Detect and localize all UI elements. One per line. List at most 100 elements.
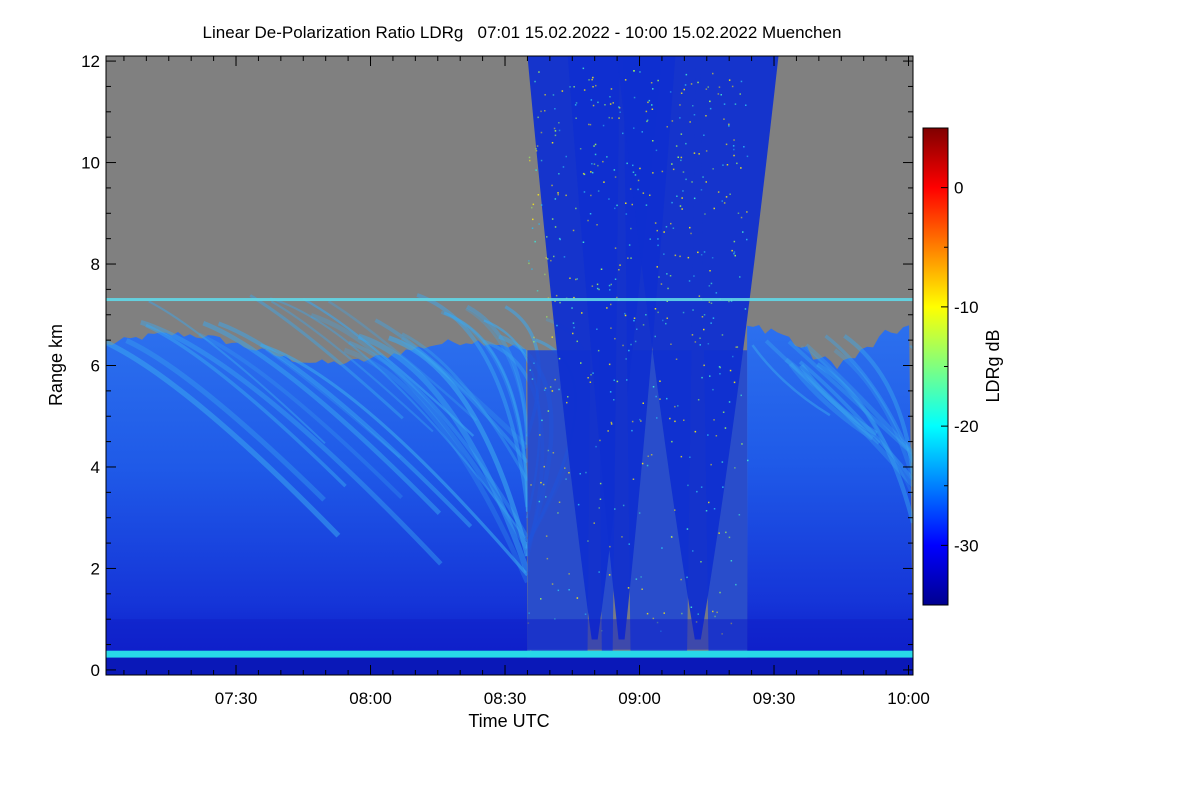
noise-speckle: [722, 164, 724, 166]
noise-speckle: [657, 79, 659, 82]
noise-speckle: [611, 117, 613, 119]
noise-speckle: [651, 108, 654, 110]
noise-speckle: [700, 189, 703, 191]
noise-speckle: [531, 227, 534, 229]
noise-speckle: [663, 253, 665, 255]
noise-speckle: [693, 152, 696, 154]
noise-speckle: [729, 193, 731, 195]
noise-speckle: [733, 139, 735, 141]
noise-speckle: [690, 606, 693, 608]
noise-speckle: [646, 612, 649, 615]
noise-speckle: [689, 456, 691, 458]
noise-speckle: [682, 190, 684, 192]
noise-speckle: [528, 612, 530, 614]
noise-speckle: [728, 300, 730, 303]
plot-area: [106, 56, 913, 675]
noise-speckle: [551, 583, 554, 585]
noise-speckle: [740, 216, 743, 219]
noise-speckle: [660, 283, 663, 285]
noise-speckle: [683, 88, 685, 91]
noise-speckle: [652, 386, 655, 388]
noise-speckle: [572, 322, 575, 324]
fall-streak: [804, 343, 913, 456]
noise-speckle: [667, 287, 669, 290]
noise-speckle: [602, 160, 604, 163]
fall-streak: [833, 348, 913, 480]
noise-speckle: [554, 134, 557, 137]
fall-streak: [843, 334, 913, 475]
noise-speckle: [718, 86, 721, 88]
noise-speckle: [662, 319, 664, 322]
noise-speckle: [540, 110, 542, 113]
noise-speckle: [742, 231, 744, 233]
fall-streak: [249, 294, 404, 420]
noise-speckle: [612, 102, 614, 104]
noise-speckle: [547, 410, 550, 412]
noise-speckle: [610, 303, 612, 306]
noise-speckle: [613, 399, 615, 401]
noise-speckle: [654, 335, 656, 338]
fall-streak: [302, 297, 475, 437]
noise-speckle: [627, 587, 630, 589]
noise-speckle: [591, 285, 594, 287]
noise-speckle: [544, 94, 546, 96]
noise-speckle: [712, 388, 714, 391]
noise-speckle: [708, 301, 711, 303]
noise-speckle: [614, 508, 616, 510]
noise-speckle: [598, 288, 600, 291]
fall-streak: [357, 333, 531, 574]
noise-speckle: [710, 302, 713, 304]
noise-speckle: [533, 362, 535, 364]
noise-speckle: [681, 208, 683, 210]
noise-speckle: [630, 343, 632, 346]
noise-speckle: [704, 213, 706, 215]
noise-speckle: [693, 114, 696, 116]
noise-speckle: [590, 194, 592, 197]
noise-speckle: [606, 307, 608, 309]
noise-speckle: [561, 90, 564, 92]
noise-speckle: [540, 598, 542, 600]
fall-streak: [798, 360, 913, 481]
noise-speckle: [680, 455, 683, 458]
noise-speckle: [603, 181, 605, 183]
noise-speckle: [599, 439, 601, 442]
noise-speckle: [609, 96, 611, 98]
noise-speckle: [626, 162, 628, 165]
noise-speckle: [669, 275, 672, 277]
noise-speckle: [645, 314, 647, 316]
noise-speckle: [642, 192, 645, 194]
y-tick-label: 10: [81, 154, 100, 173]
noise-speckle: [686, 528, 689, 530]
fall-streak: [327, 300, 478, 422]
noise-speckle: [680, 159, 682, 162]
noise-speckle: [682, 171, 685, 173]
noise-speckle: [736, 162, 738, 165]
noise-speckle: [685, 73, 688, 76]
noise-speckle: [606, 156, 608, 158]
noise-speckle: [725, 531, 727, 534]
noise-speckle: [646, 120, 648, 123]
noise-speckle: [700, 486, 703, 488]
noise-speckle: [575, 102, 578, 104]
noise-speckle: [731, 249, 733, 252]
noise-speckle: [712, 610, 714, 613]
noise-speckle: [645, 110, 648, 113]
noise-speckle: [583, 191, 586, 193]
noise-speckle: [597, 349, 600, 352]
noise-speckle: [747, 459, 749, 462]
noise-speckle: [680, 92, 683, 94]
noise-speckle: [577, 503, 580, 506]
noise-speckle: [559, 301, 561, 304]
noise-speckle: [740, 80, 743, 83]
noise-speckle: [581, 312, 583, 314]
noise-speckle: [680, 133, 683, 135]
noise-speckle: [656, 229, 658, 232]
noise-speckle: [531, 378, 534, 380]
noise-speckle: [622, 344, 624, 347]
noise-speckle: [666, 317, 668, 319]
chart-title: Linear De-Polarization Ratio LDRg 07:01 …: [203, 23, 842, 42]
noise-speckle: [547, 449, 550, 452]
noise-speckle: [671, 120, 674, 122]
noise-speckle: [671, 201, 673, 204]
noise-speckle: [718, 366, 721, 368]
